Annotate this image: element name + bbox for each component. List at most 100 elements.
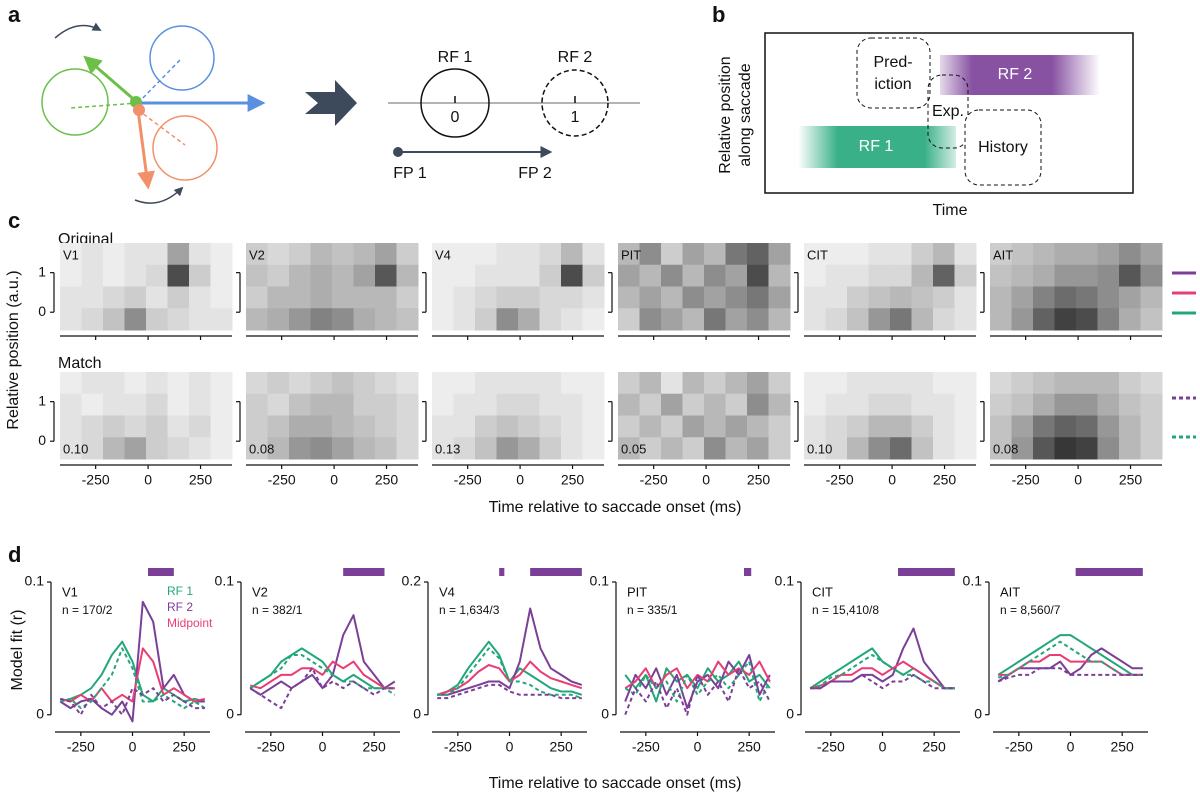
heatmap-cell [954, 243, 977, 266]
heatmap-cell [453, 393, 476, 416]
heatmap-cell [210, 372, 233, 395]
heatmap-cell [639, 286, 662, 309]
x-tick-label: 0 [694, 739, 702, 755]
label: RF 1 [859, 138, 894, 155]
heatmap-cell [1119, 308, 1141, 331]
heatmap-cell [146, 308, 168, 331]
heatmap-cell [933, 437, 955, 460]
heatmap-cell [1054, 415, 1077, 438]
heatmap-cell [432, 393, 454, 416]
heatmap-cell [396, 372, 419, 395]
heatmap-cell [1054, 243, 1077, 266]
heatmap-cell [189, 415, 211, 438]
heatmap-cell [289, 308, 311, 331]
axis-label: Relative position (a.u.) [5, 270, 22, 429]
arrow [136, 109, 156, 190]
schematic-b [764, 32, 1134, 194]
heatmap-cell [103, 393, 125, 416]
heatmap-cell [661, 393, 683, 416]
axis-label: along saccade [737, 63, 754, 166]
chart-title: V1 [62, 584, 78, 599]
label: iction [874, 76, 911, 93]
heatmap-cell [561, 437, 583, 460]
panel-letter: a [8, 2, 21, 27]
label: 0 [451, 109, 460, 126]
heatmap-cell [954, 437, 977, 460]
area-label: PIT [621, 247, 641, 262]
heatmap-cell [375, 243, 397, 266]
heatmap-cell [81, 308, 104, 331]
heatmap-cell [682, 415, 705, 438]
heatmap-cell [189, 243, 211, 266]
x-tick-label: 250 [1119, 472, 1143, 488]
heatmap-cell [167, 286, 190, 309]
heatmap-cell [1033, 264, 1055, 287]
heatmap-cell [639, 437, 662, 460]
heatmap-cell [146, 264, 168, 287]
heatmap-cell [847, 264, 869, 287]
heatmap-cell [1097, 243, 1120, 266]
heatmap-cell [332, 308, 354, 331]
heatmap-cell [1140, 308, 1163, 331]
heatmap-cell [310, 264, 333, 287]
dashed-line [137, 59, 181, 104]
heatmap-cell [933, 286, 955, 309]
heatmap-cell [246, 415, 268, 438]
sample-size: n = 382/1 [252, 603, 303, 617]
heatmap-cell [1011, 243, 1034, 266]
heatmap-cell [60, 286, 82, 309]
heatmap-cell [954, 286, 977, 309]
x-tick-label: 0 [879, 739, 887, 755]
heatmap-cell [310, 437, 333, 460]
heatmap-cell [747, 286, 769, 309]
rf-band [940, 55, 1100, 95]
heatmap-cell [496, 393, 519, 416]
heatmap-cell [1119, 264, 1141, 287]
heatmap-cell [289, 393, 311, 416]
heatmap-cell [747, 308, 769, 331]
x-tick-label: 250 [172, 739, 196, 755]
label: Exp. [932, 103, 964, 120]
y-tick-label: 0.1 [25, 573, 45, 589]
x-tick-label: 0 [144, 472, 152, 488]
window [964, 109, 1042, 186]
heatmap-cell [1119, 286, 1141, 309]
y-tick-label: 0 [36, 705, 44, 721]
heatmap-cell [618, 393, 640, 416]
heatmap-cell [725, 372, 748, 395]
heatmap-cell [682, 286, 705, 309]
series-line [997, 634, 1143, 676]
heatmap-cell [60, 243, 82, 266]
series-line [624, 660, 771, 703]
heatmap-cell [1076, 264, 1098, 287]
heatmap-cell [539, 437, 562, 460]
heatmap-cell [990, 243, 1012, 266]
x-tick-label: -250 [632, 739, 660, 755]
heatmap-cell [332, 393, 354, 416]
heatmap-cell [582, 415, 605, 438]
heatmap-cell [246, 264, 268, 287]
sample-size: n = 8,560/7 [1000, 603, 1061, 617]
heatmap-cell [582, 286, 605, 309]
window [856, 37, 931, 109]
heatmap-cell [332, 437, 354, 460]
heatmap-cell [375, 415, 397, 438]
heatmap-cell [289, 286, 311, 309]
heatmap-cell [1097, 415, 1120, 438]
heatmap-cell [246, 243, 268, 266]
series-line [437, 683, 582, 700]
x-tick-label: -250 [826, 472, 854, 488]
heatmap-cell [246, 286, 268, 309]
heatmap-cell [618, 264, 640, 287]
y-tick-label: 0.1 [775, 573, 795, 589]
heatmap-cell [804, 243, 826, 266]
heatmap-cell [804, 286, 826, 309]
heatmap-cell [1140, 372, 1163, 395]
heatmap-cell [267, 264, 290, 287]
heatmap-cell [1054, 393, 1077, 416]
heatmap-cell [60, 415, 82, 438]
x-tick-label: 0 [516, 472, 524, 488]
series-line [249, 647, 395, 690]
heatmap-cell [890, 393, 912, 416]
